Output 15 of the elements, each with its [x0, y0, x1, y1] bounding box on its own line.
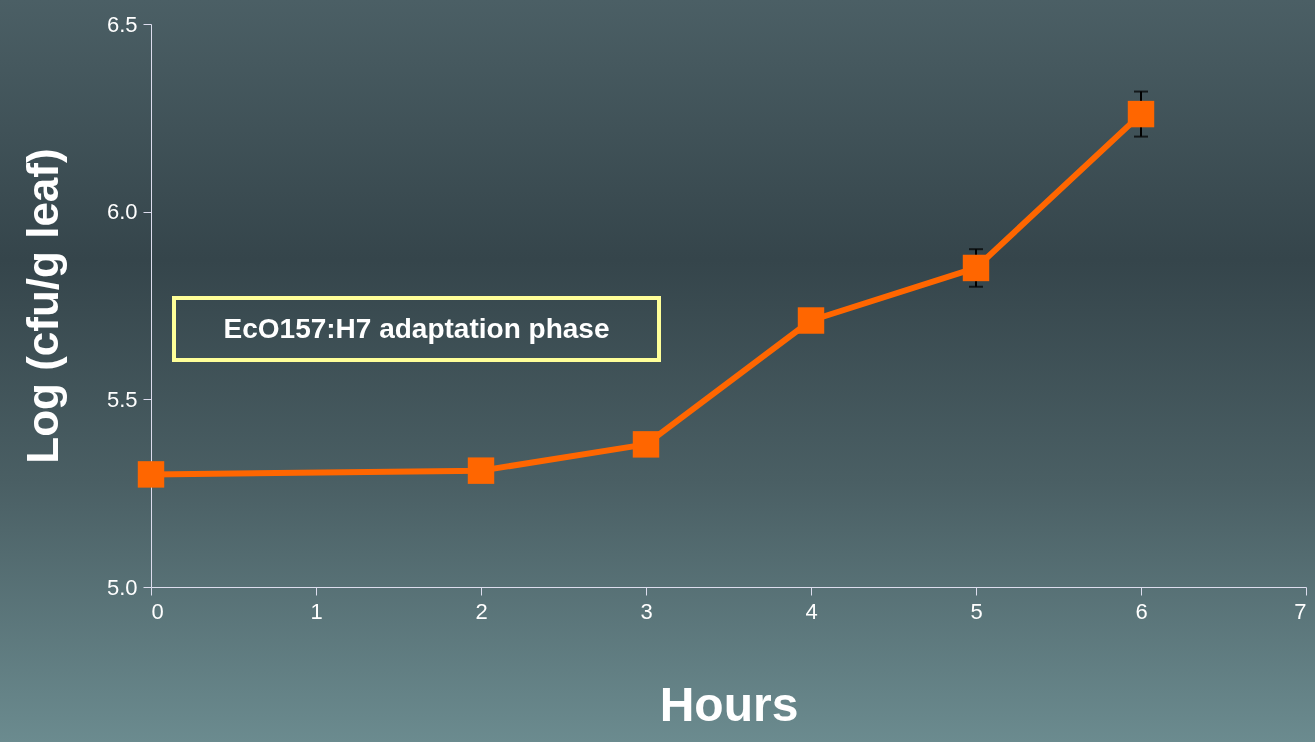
x-tick-label: 7: [1294, 598, 1307, 624]
x-tick-label: 3: [640, 598, 653, 624]
x-tick-label: 4: [805, 598, 818, 624]
y-tick-label: 6.5: [106, 11, 138, 37]
y-tick-label: 6.0: [106, 199, 138, 225]
x-tick-label: 0: [151, 598, 164, 624]
y-axis-title: Log (cfu/g leaf): [17, 148, 67, 464]
y-tick-label: 5.0: [106, 574, 138, 600]
y-tick-label: 5.5: [106, 386, 138, 412]
x-tick-label: 5: [970, 598, 983, 624]
x-tick-label: 1: [310, 598, 323, 624]
x-axis-title: Hours: [659, 677, 799, 731]
annotation: EcO157:H7 adaptation phase: [172, 296, 661, 362]
x-tick-label: 2: [475, 598, 488, 624]
x-tick-label: 6: [1135, 598, 1148, 624]
